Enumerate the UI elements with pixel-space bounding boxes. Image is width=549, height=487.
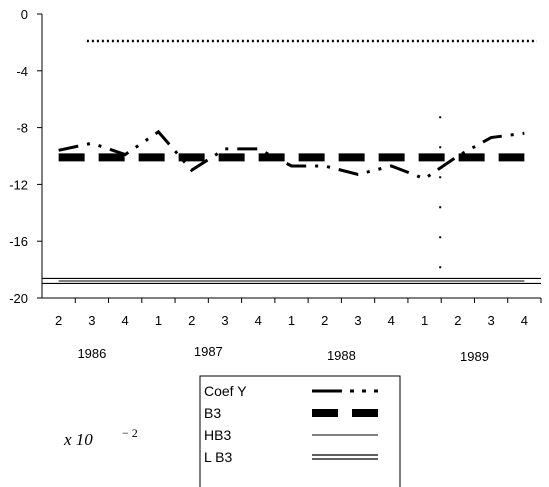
x-tick-label: 2 bbox=[454, 313, 461, 328]
y-tick-label: 0 bbox=[21, 7, 28, 22]
x-tick-label: 4 bbox=[388, 313, 395, 328]
year-label: 1988 bbox=[327, 348, 356, 363]
x-tick-label: 1 bbox=[421, 313, 428, 328]
x-tick-label: 1 bbox=[288, 313, 295, 328]
x-tick-label: 1 bbox=[155, 313, 162, 328]
axes bbox=[41, 14, 541, 299]
x-tick-label: 4 bbox=[521, 313, 528, 328]
legend-box bbox=[199, 375, 401, 487]
x-tick-label: 4 bbox=[255, 313, 262, 328]
x-axis-ticks: 2 3 4 1 2 3 4 1 2 3 4 1 2 3 4 bbox=[55, 298, 542, 328]
year-label: 1987 bbox=[194, 344, 223, 359]
y-axis-ticks: 0 -4 -8 -12 -16 -20 bbox=[9, 7, 42, 306]
scale-base: x 10 bbox=[63, 430, 93, 449]
x-tick-label: 3 bbox=[354, 313, 361, 328]
legend-label: Coef Y bbox=[204, 383, 247, 399]
x-tick-label: 2 bbox=[55, 313, 62, 328]
x-tick-label: 4 bbox=[122, 313, 129, 328]
series-lines bbox=[42, 39, 541, 285]
y-tick-label: -16 bbox=[9, 234, 28, 249]
legend: Coef Y B3 HB3 L B3 bbox=[199, 375, 401, 487]
scale-exponent: − 2 bbox=[122, 426, 138, 440]
x-tick-label: 2 bbox=[321, 313, 328, 328]
year-labels: 1986 1987 1988 1989 bbox=[77, 344, 488, 364]
legend-label: B3 bbox=[204, 405, 221, 421]
x-tick-label: 3 bbox=[487, 313, 494, 328]
y-tick-label: -4 bbox=[16, 64, 28, 79]
year-label: 1986 bbox=[77, 346, 106, 361]
scale-note: x 10 − 2 bbox=[63, 426, 138, 449]
y-tick-label: -8 bbox=[16, 121, 28, 136]
y-tick-label: -12 bbox=[9, 177, 28, 192]
x-tick-label: 2 bbox=[188, 313, 195, 328]
legend-label: HB3 bbox=[204, 427, 231, 443]
x-tick-label: 3 bbox=[221, 313, 228, 328]
y-tick-label: -20 bbox=[9, 291, 28, 306]
x-tick-label: 3 bbox=[88, 313, 95, 328]
year-label: 1989 bbox=[460, 349, 489, 364]
series-coef-y-line bbox=[58, 129, 525, 181]
legend-label: L B3 bbox=[204, 449, 232, 465]
